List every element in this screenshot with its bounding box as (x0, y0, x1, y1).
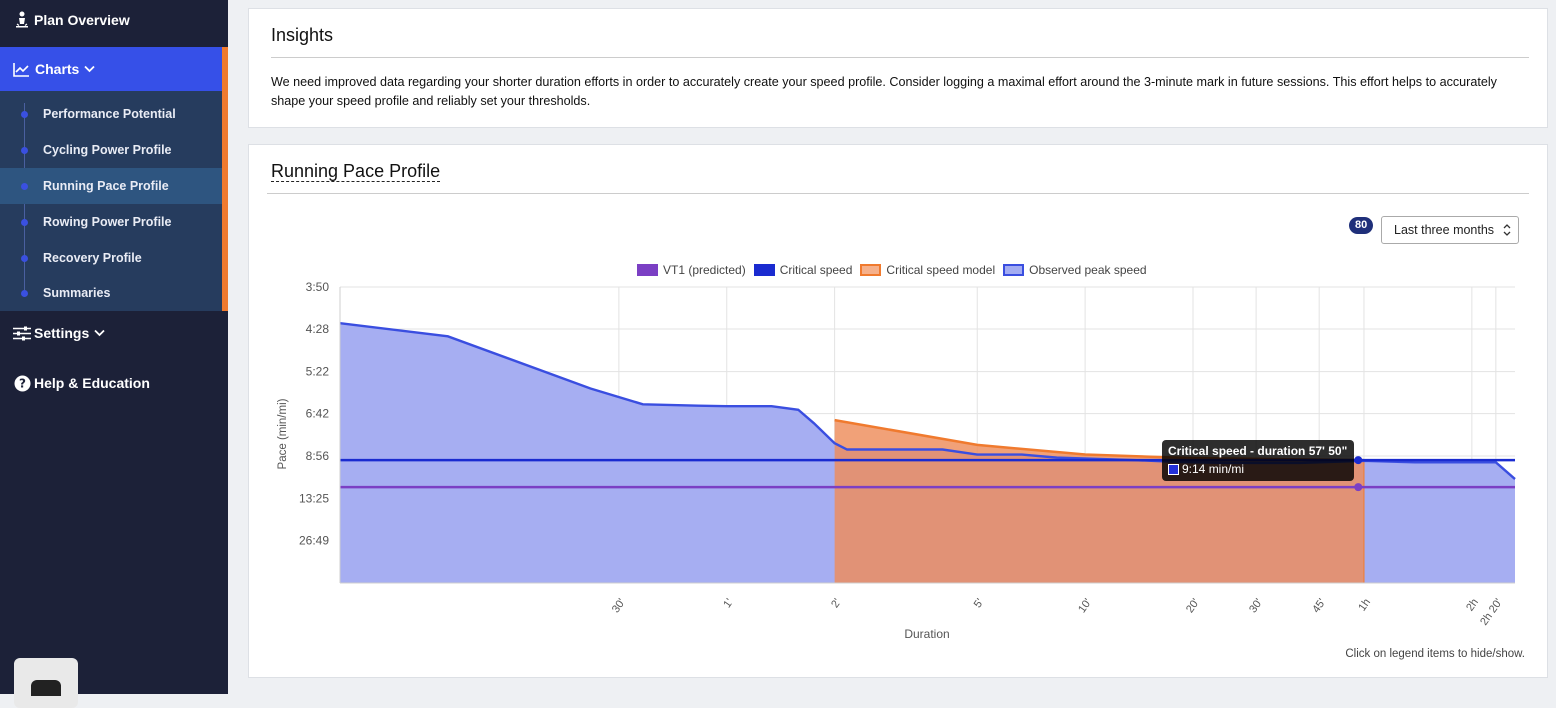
bullet-icon (21, 182, 28, 190)
tooltip-swatch (1168, 463, 1179, 475)
insights-card: Insights We need improved data regarding… (248, 8, 1548, 128)
sidebar-item-summaries[interactable]: Summaries (0, 275, 222, 311)
divider (267, 193, 1529, 194)
chevron-updown-icon (1503, 223, 1511, 240)
sidebar-item-label: Cycling Power Profile (43, 143, 172, 157)
charts-submenu: Performance Potential Cycling Power Prof… (0, 91, 228, 311)
nav-plan-overview-label: Plan Overview (34, 12, 130, 28)
sidebar-item-label: Recovery Profile (43, 251, 142, 265)
count-badge: 80 (1349, 217, 1374, 234)
sidebar-item-performance-potential[interactable]: Performance Potential (0, 96, 222, 132)
svg-text:?: ? (19, 376, 26, 390)
sliders-icon (13, 324, 31, 342)
legend-item-critical-speed-model[interactable]: Critical speed model (860, 263, 995, 277)
line-chart-icon (13, 60, 31, 78)
legend-item-critical-speed[interactable]: Critical speed (753, 263, 853, 277)
legend-item-observed-peak-speed[interactable]: Observed peak speed (1003, 263, 1147, 277)
insights-title: Insights (271, 25, 334, 45)
bullet-icon (21, 110, 28, 118)
bullet-icon (21, 289, 28, 297)
help-icon: ? (13, 374, 31, 392)
legend-label: Observed peak speed (1029, 263, 1147, 277)
range-select[interactable]: Last three months (1381, 216, 1519, 244)
legend-item-vt1[interactable]: VT1 (predicted) (637, 263, 746, 277)
sidebar: Plan Overview Charts Performance Potenti… (0, 0, 228, 708)
sidebar-item-recovery-profile[interactable]: Recovery Profile (0, 240, 222, 276)
legend-swatch (753, 264, 775, 276)
range-select-value: Last three months (1394, 223, 1495, 237)
bullet-icon (21, 146, 28, 154)
nav-help-education[interactable]: ? Help & Education (0, 363, 228, 403)
sidebar-item-label: Performance Potential (43, 107, 176, 121)
sidebar-item-label: Running Pace Profile (43, 179, 169, 193)
sidebar-item-label: Rowing Power Profile (43, 215, 172, 229)
nav-help-label: Help & Education (34, 375, 150, 391)
chart-tooltip: Critical speed - duration 57' 50" 9:14 m… (1162, 440, 1354, 481)
nav-settings[interactable]: Settings (0, 313, 228, 353)
bullet-icon (21, 254, 28, 262)
bullet-icon (21, 218, 28, 226)
chevron-down-icon (94, 329, 105, 337)
tooltip-title: Critical speed - duration 57' 50" (1168, 444, 1348, 458)
chart-legend: VT1 (predicted) Critical speed Critical … (637, 263, 1147, 277)
profile-title[interactable]: Running Pace Profile (271, 161, 441, 182)
legend-swatch (1003, 264, 1025, 276)
legend-swatch (637, 264, 658, 276)
legend-label: Critical speed (779, 263, 853, 277)
legend-swatch (860, 264, 882, 276)
sidebar-item-rowing-power-profile[interactable]: Rowing Power Profile (0, 204, 222, 240)
divider (271, 57, 1529, 58)
nav-plan-overview[interactable]: Plan Overview (0, 0, 228, 40)
insights-text: We need improved data regarding your sho… (271, 75, 1497, 108)
person-icon (13, 11, 31, 29)
legend-label: VT1 (predicted) (663, 263, 746, 277)
sidebar-item-cycling-power-profile[interactable]: Cycling Power Profile (0, 132, 222, 168)
sidebar-item-running-pace-profile[interactable]: Running Pace Profile (0, 168, 222, 204)
nav-charts-label: Charts (35, 61, 80, 77)
nav-settings-label: Settings (34, 325, 90, 341)
legend-label: Critical speed model (886, 263, 996, 277)
tooltip-value: 9:14 min/mi (1182, 462, 1245, 476)
legend-hint: Click on legend items to hide/show. (1345, 648, 1525, 660)
running-pace-profile-card: Running Pace Profile 80 Last three month… (248, 144, 1548, 678)
chevron-down-icon (84, 65, 95, 73)
tooltip-row: 9:14 min/mi (1168, 462, 1244, 476)
chat-button[interactable] (14, 658, 78, 708)
chat-icon (31, 680, 61, 696)
sidebar-item-label: Summaries (43, 286, 111, 300)
nav-charts[interactable]: Charts (0, 47, 228, 91)
